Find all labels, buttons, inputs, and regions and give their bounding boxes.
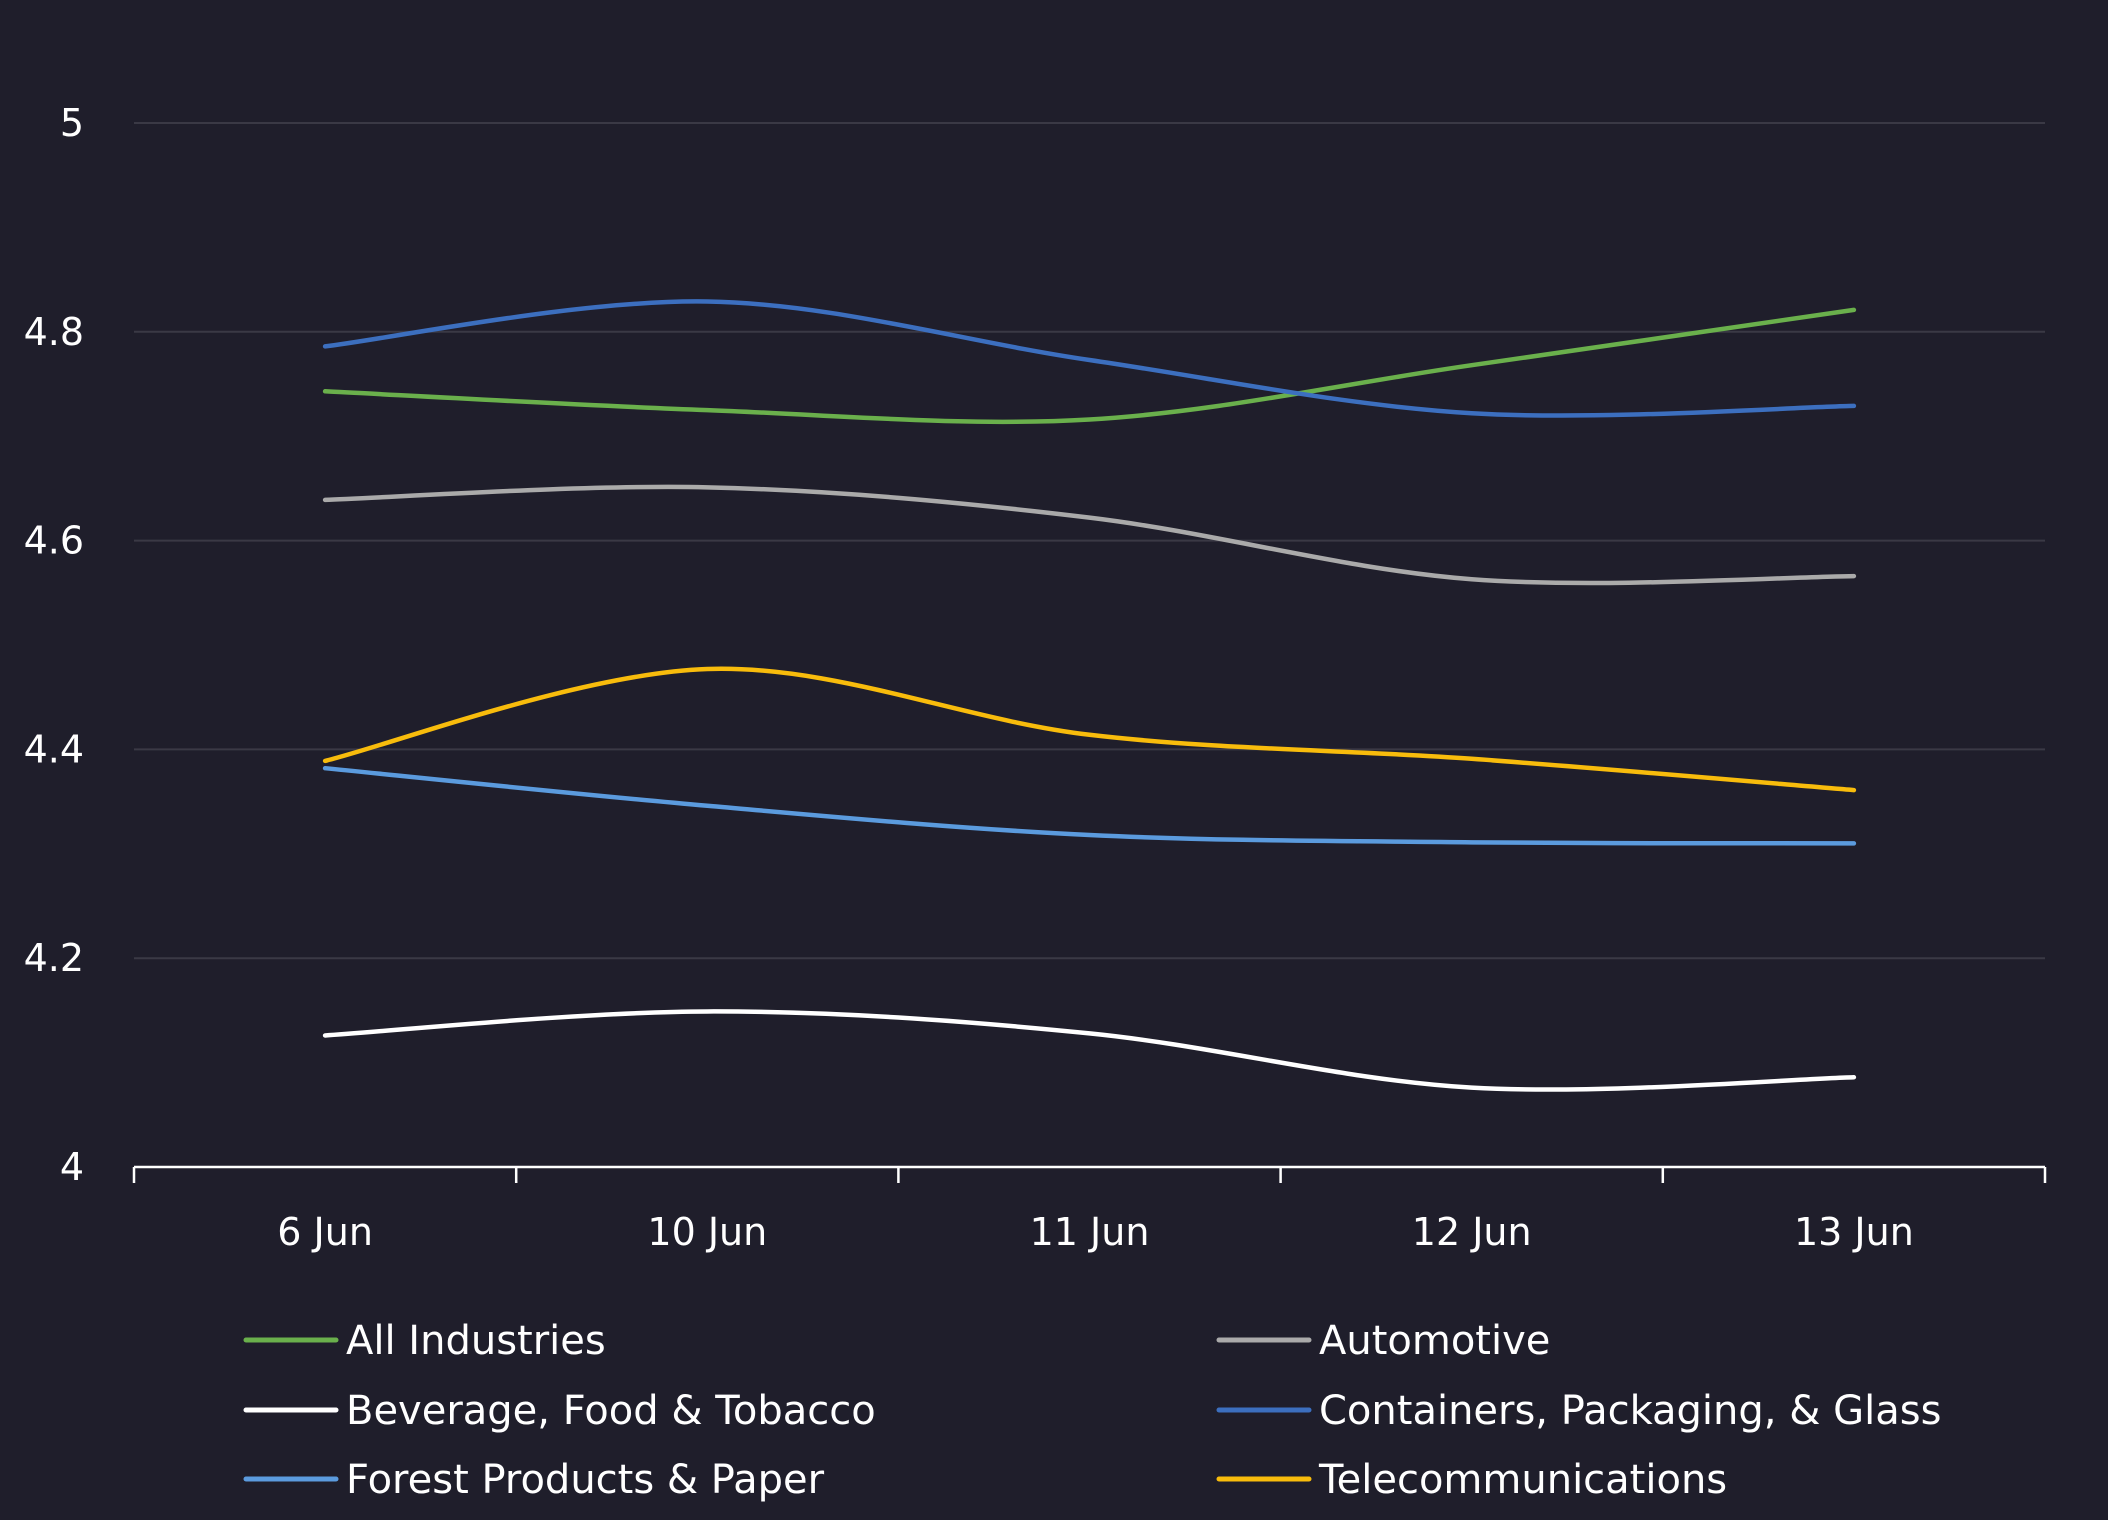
series-line-forest-products-paper [322, 765, 1857, 846]
y-tick-label: 4.6 [24, 519, 84, 563]
y-tick-label: 4 [60, 1145, 84, 1189]
x-tick-label: 6 Jun [277, 1210, 373, 1254]
legend-label-automotive: Automotive [1319, 1318, 1550, 1364]
series-line-beverage-food-tobacco [322, 1009, 1857, 1092]
x-tick-label: 11 Jun [1030, 1210, 1150, 1254]
y-tick-label: 4.8 [24, 310, 84, 354]
legend-label-telecommunications: Telecommunications [1318, 1457, 1727, 1503]
y-tick-label: 5 [60, 101, 84, 145]
y-axis-ticks: 4 4.2 4.4 4.6 4.8 5 [24, 101, 84, 1189]
x-tick-label: 12 Jun [1412, 1210, 1532, 1254]
y-tick-label: 4.2 [24, 936, 84, 980]
series-line-containers-packaging-glass [322, 299, 1857, 418]
grid-lines [134, 122, 2045, 960]
x-tick-label: 13 Jun [1794, 1210, 1914, 1254]
series-lines [322, 299, 1857, 1092]
legend-label-forest-products-paper: Forest Products & Paper [346, 1457, 825, 1503]
legend-label-containers-packaging-glass: Containers, Packaging, & Glass [1319, 1388, 1941, 1434]
x-tick-label: 10 Jun [647, 1210, 767, 1254]
x-axis: 6 Jun 10 Jun 11 Jun 12 Jun 13 Jun [132, 1165, 2047, 1254]
series-line-all-industries [322, 307, 1857, 425]
legend-label-all-industries: All Industries [346, 1318, 606, 1364]
series-line-telecommunications [322, 666, 1857, 793]
legend: All Industries Automotive Beverage, Food &… [243, 1318, 1941, 1503]
legend-label-beverage-food-tobacco: Beverage, Food & Tobacco [346, 1388, 876, 1434]
series-line-automotive [322, 484, 1857, 586]
y-tick-label: 4.4 [24, 727, 84, 771]
